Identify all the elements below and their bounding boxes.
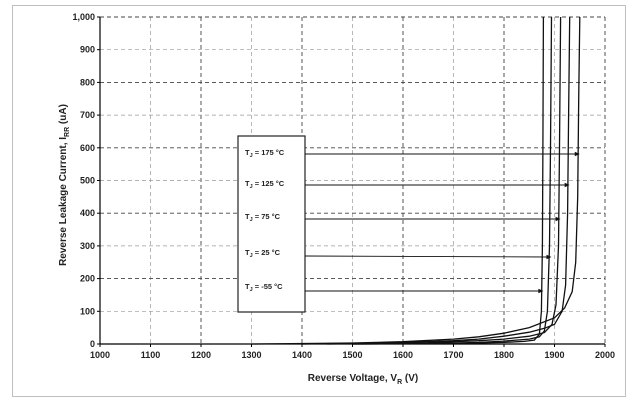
y-tick-labels: 0 100 200 300 400 500 600 700 800 900 1,000 xyxy=(72,12,100,349)
legend-label-4: TJ = -55 °C xyxy=(245,282,283,293)
series-line-1 xyxy=(301,16,571,345)
y-tick-label: 1,000 xyxy=(72,12,95,22)
x-tick-label: 1200 xyxy=(191,350,211,360)
y-axis-title: Reverse Leakage Current, IRR (uA) xyxy=(58,104,71,266)
x-tick-label: 1300 xyxy=(241,350,261,360)
y-tick-label: 0 xyxy=(90,339,95,349)
legend-arrowhead-3 xyxy=(546,254,552,260)
x-tick-labels: 1000 1100 1200 1300 1400 1500 1600 1700 1800 1900… xyxy=(90,344,615,360)
x-tick-label: 1800 xyxy=(494,350,514,360)
legend-arrow-3 xyxy=(304,255,548,258)
series-line-4 xyxy=(352,16,545,345)
leakage-current-chart: 1000 1100 1200 1300 1400 1500 1600 1700 1800 1900… xyxy=(58,12,615,386)
x-tick-label: 1100 xyxy=(141,350,161,360)
legend-label-3: TJ = 25 °C xyxy=(245,248,281,259)
y-tick-label: 100 xyxy=(80,306,95,316)
chart-frame: 1000 1100 1200 1300 1400 1500 1600 1700 1800 1900… xyxy=(12,5,626,397)
y-tick-label: 500 xyxy=(80,176,95,186)
grid xyxy=(100,16,606,344)
x-tick-label: 1000 xyxy=(90,350,110,360)
legend-label-1: TJ = 125 °C xyxy=(245,179,285,190)
x-tick-label: 1400 xyxy=(292,350,312,360)
y-tick-label: 300 xyxy=(80,241,95,251)
x-tick-label: 1900 xyxy=(544,350,564,360)
x-axis-title: Reverse Voltage, VR (V) xyxy=(308,373,418,386)
legend: TJ = 175 °C TJ = 125 °C TJ = 75 °C TJ = 25 … xyxy=(237,135,580,313)
x-tick-label: 1500 xyxy=(342,350,362,360)
legend-box xyxy=(237,135,306,313)
series-layer xyxy=(251,16,581,345)
y-tick-label: 900 xyxy=(80,45,95,55)
y-tick-label: 700 xyxy=(80,110,95,120)
legend-arrowhead-0 xyxy=(574,151,580,157)
y-tick-label: 200 xyxy=(80,274,95,284)
legend-arrowhead-4 xyxy=(538,288,544,294)
x-tick-label: 1700 xyxy=(443,350,463,360)
legend-label-2: TJ = 75 °C xyxy=(245,212,281,223)
y-tick-label: 600 xyxy=(80,143,95,153)
series-line-0 xyxy=(251,16,581,345)
legend-arrowhead-2 xyxy=(555,216,561,222)
legend-label-0: TJ = 175 °C xyxy=(245,148,285,159)
x-tick-label: 2000 xyxy=(595,350,615,360)
y-tick-label: 800 xyxy=(80,77,95,87)
x-tick-label: 1600 xyxy=(393,350,413,360)
legend-arrowhead-1 xyxy=(564,182,570,188)
y-tick-label: 400 xyxy=(80,208,95,218)
